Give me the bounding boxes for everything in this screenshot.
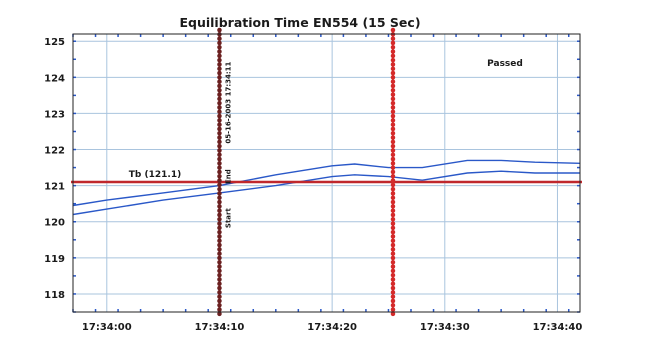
x-tick-label: 17:34:30 <box>420 322 470 333</box>
marker-end-label: End <box>224 169 232 184</box>
y-tick-label: 124 <box>44 73 65 84</box>
marker-timestamp-label: 05-16-2003 17:34:11 <box>224 61 232 143</box>
tick-label-layer: 125 124 123 122 121 120 119 118 17:34:00 17:34:10… <box>44 37 582 333</box>
plot-frame <box>72 33 581 313</box>
y-tick-label: 120 <box>44 218 65 229</box>
y-tick-label: 123 <box>44 109 65 120</box>
x-tick-label: 17:34:10 <box>195 322 245 333</box>
y-tick-label: 121 <box>44 182 65 193</box>
status-label: Passed <box>487 59 523 69</box>
y-tick-label: 119 <box>44 254 65 265</box>
series-line-2 <box>72 170 580 216</box>
y-tick-label: 118 <box>44 290 65 301</box>
x-tick-label: 17:34:00 <box>82 322 132 333</box>
series-layer <box>72 159 581 216</box>
series-line-1 <box>72 159 581 207</box>
chart-title: Equilibration Time EN554 (15 Sec) <box>179 15 420 30</box>
x-tick-label: 17:34:40 <box>533 322 583 333</box>
y-tick-label: 125 <box>44 37 65 48</box>
x-tick-label: 17:34:20 <box>307 322 357 333</box>
threshold-label: Tb (121.1) <box>129 170 181 180</box>
y-tick-label: 122 <box>44 146 65 157</box>
marker-layer <box>217 27 396 317</box>
marker-start-label: Start <box>224 208 232 229</box>
